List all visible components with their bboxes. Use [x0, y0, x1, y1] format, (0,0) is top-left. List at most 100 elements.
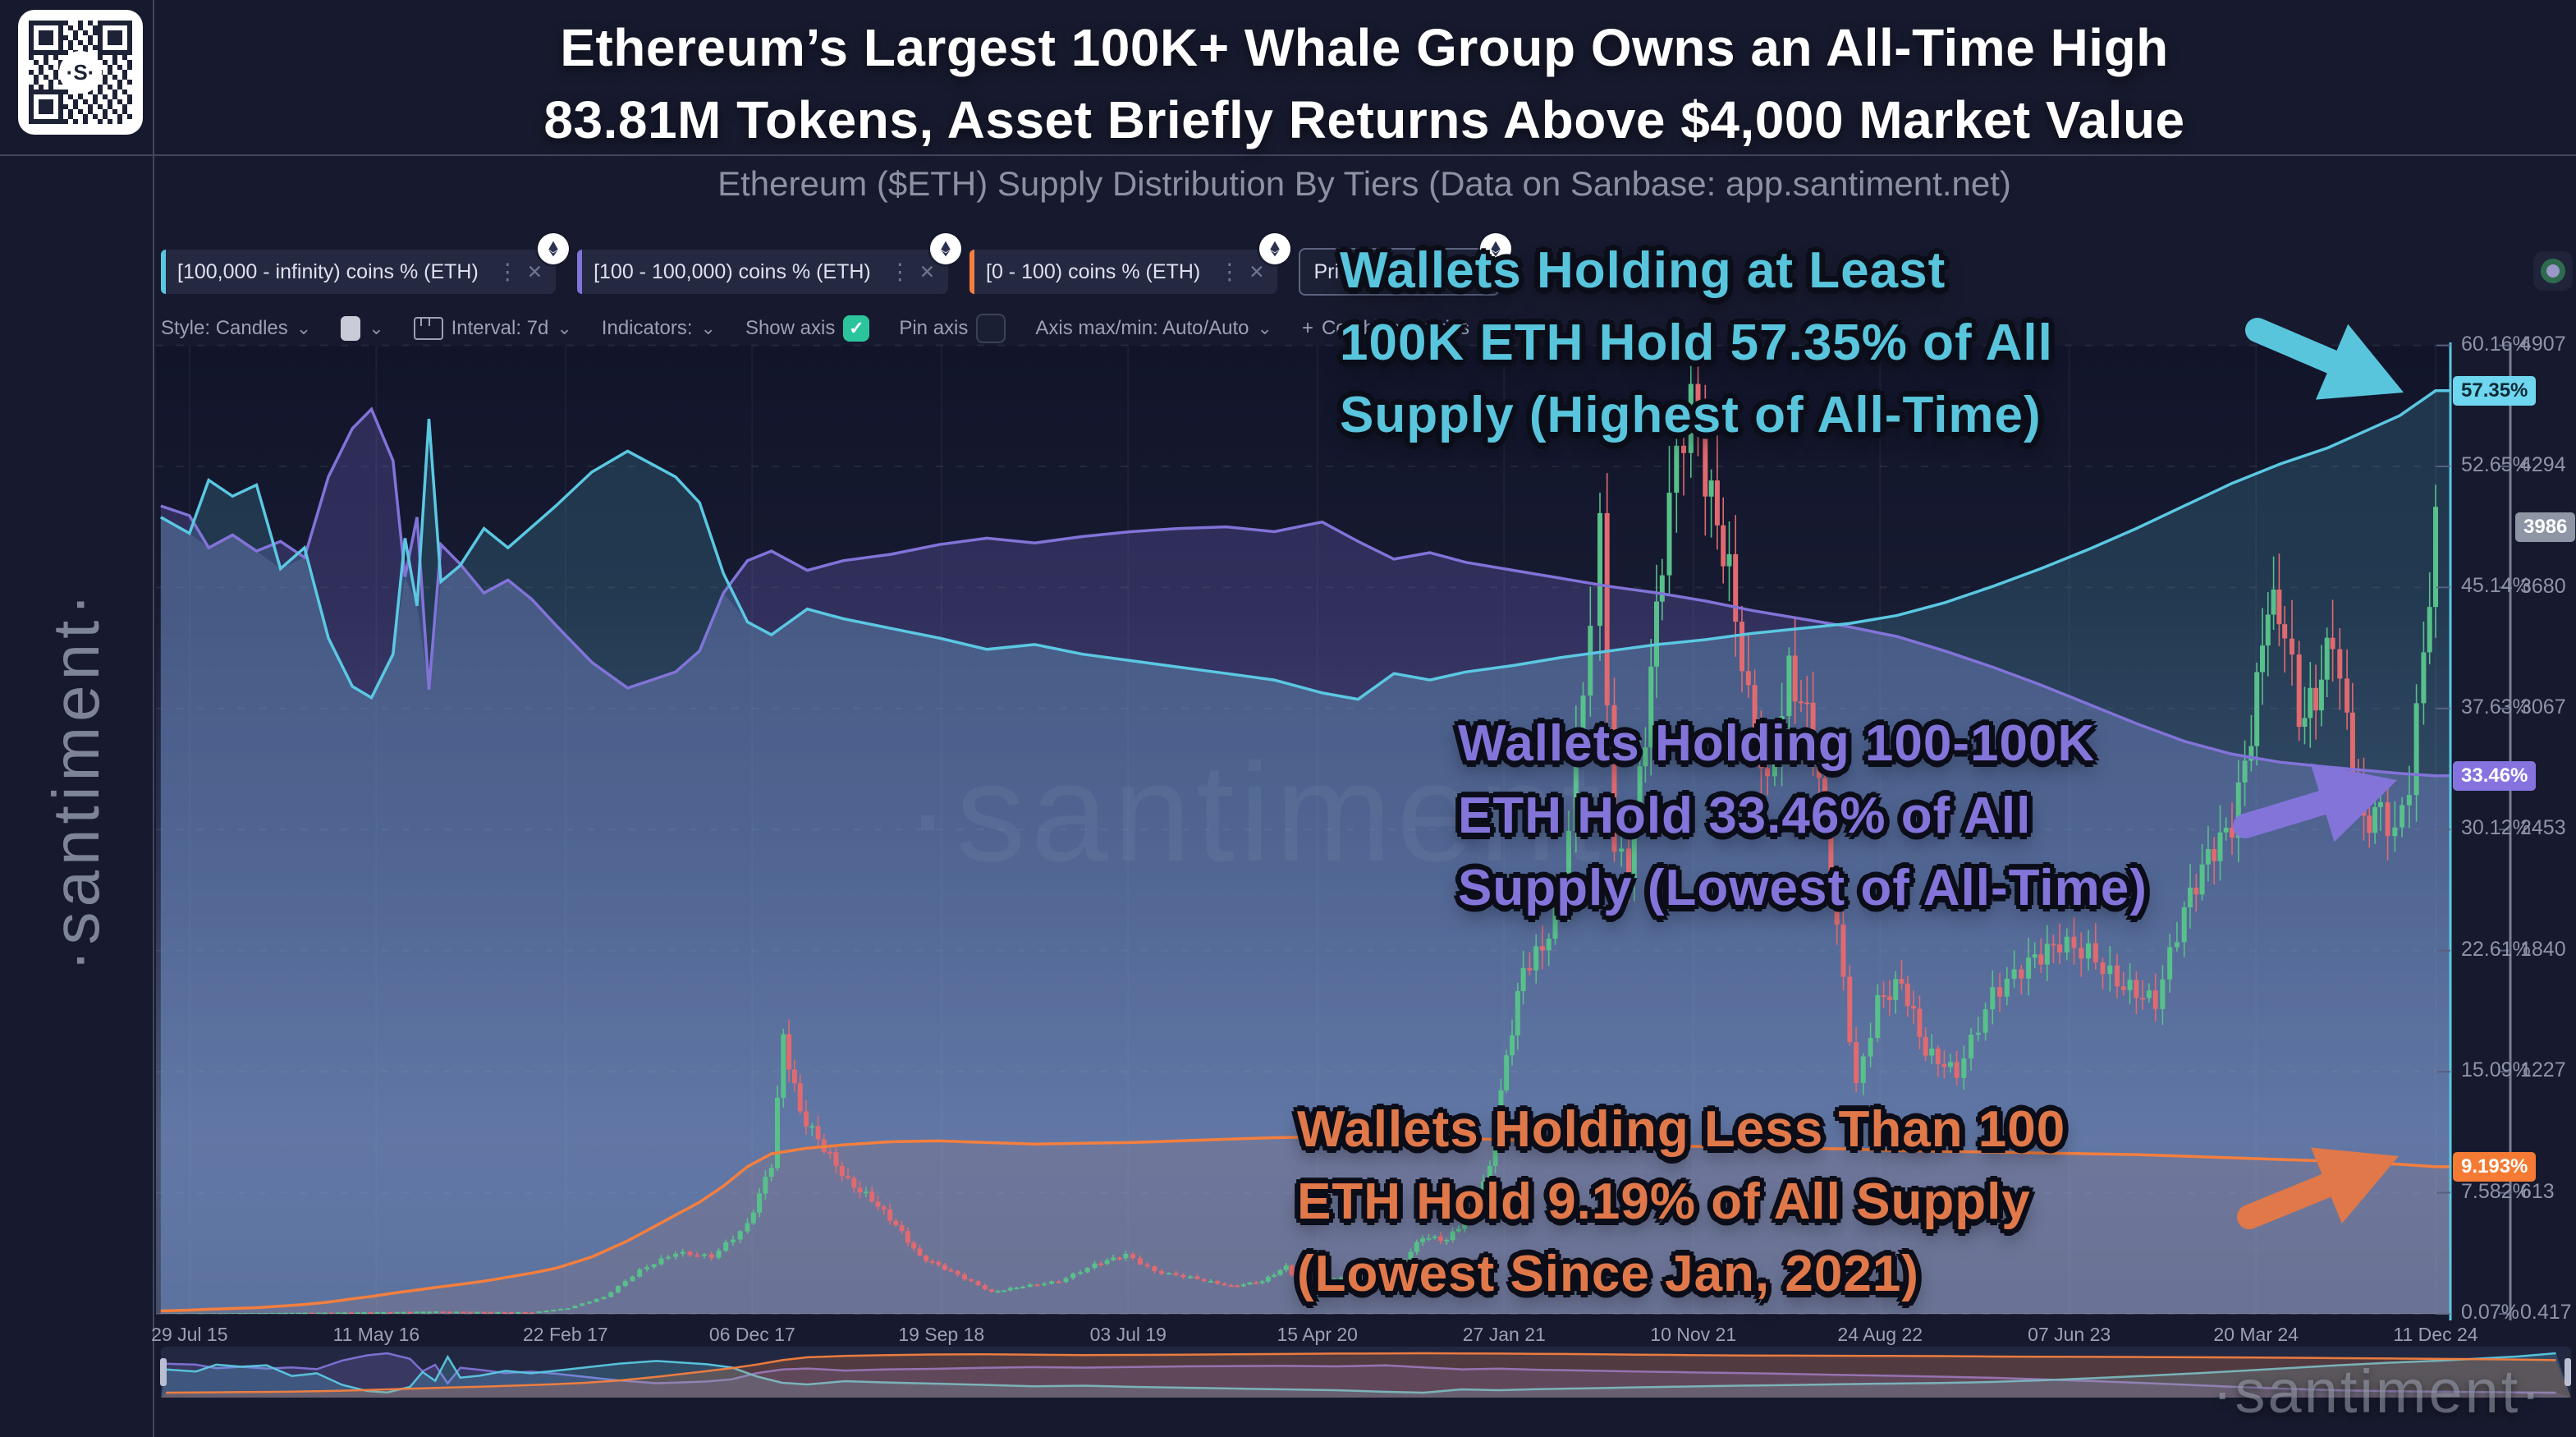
- chart-subtitle: Ethereum ($ETH) Supply Distribution By T…: [717, 164, 2011, 203]
- date-axis-tick: 11 May 16: [332, 1324, 420, 1345]
- pin-axis-toggle[interactable]: Pin axis: [899, 314, 1006, 343]
- series-color-bar: [577, 250, 583, 294]
- legend-chip-label: Price (ETH): [1313, 259, 1422, 283]
- kebab-menu-icon[interactable]: ⋮: [496, 259, 519, 284]
- axis-maxmin-label: Axis max/min: Auto/Auto: [1035, 317, 1249, 339]
- legend-row: [100,000 - infinity) coins % (ETH) ⋮ ✕ [100…: [161, 233, 1512, 296]
- price-axis-tick: 2453: [2520, 816, 2566, 840]
- annotation-line: ETH Hold 9.19% of All Supply: [1297, 1173, 2031, 1230]
- price-axis-tick: 613: [2520, 1179, 2555, 1203]
- close-icon[interactable]: ✕: [919, 260, 936, 282]
- legend-chip-0[interactable]: [100,000 - infinity) coins % (ETH) ⋮ ✕: [161, 233, 570, 294]
- percent-axis-tick: 45.14%: [2461, 574, 2531, 598]
- style-select[interactable]: Style: Candles ⌄: [161, 317, 311, 340]
- percent-axis-tick: 0.07%: [2461, 1301, 2519, 1324]
- page-title-line1: Ethereum’s Largest 100K+ Whale Group Own…: [560, 18, 2169, 77]
- combine-metrics-label: Combine metrics: [1321, 317, 1469, 339]
- interval-label: Interval: 7d: [451, 317, 549, 339]
- combine-metrics-button[interactable]: + Combine metrics: [1302, 317, 1469, 340]
- annotation-0: Wallets Holding at Least 100K ETH Hold 57…: [1340, 235, 2053, 452]
- orange-value-badge: 9.193%: [2453, 1151, 2537, 1182]
- checkbox-empty-icon[interactable]: [976, 314, 1006, 343]
- checkbox-checked-icon[interactable]: ✓: [843, 315, 870, 342]
- eth-asset-icon: [1259, 233, 1291, 264]
- kebab-menu-icon[interactable]: ⋮: [1439, 259, 1462, 284]
- center-watermark: ·santiment·: [904, 735, 1657, 891]
- legend-chip-label: [100,000 - infinity) coins % (ETH): [177, 259, 479, 283]
- annotation-line: Wallets Holding 100-100K: [1458, 715, 2096, 772]
- annotation-line: ETH Hold 33.46% of All: [1458, 787, 2032, 844]
- purple-value-badge: 33.46%: [2453, 760, 2537, 791]
- record-icon: [2541, 259, 2565, 283]
- price-axis-tick: 1840: [2520, 937, 2566, 961]
- indicators-select[interactable]: Indicators: ⌄: [602, 317, 716, 340]
- color-swatch: [341, 316, 361, 341]
- date-axis-tick: 07 Jun 23: [2028, 1324, 2111, 1345]
- price-axis-tick: 3680: [2520, 574, 2566, 598]
- page-title-line2: 83.81M Tokens, Asset Briefly Returns Abo…: [543, 90, 2185, 149]
- color-swatch-select[interactable]: ⌄: [341, 316, 384, 341]
- brush-handle-left: [160, 1358, 167, 1386]
- kebab-menu-icon[interactable]: ⋮: [888, 259, 911, 284]
- plus-icon: +: [1301, 317, 1313, 339]
- price-axis-tick: 1227: [2520, 1058, 2566, 1082]
- ruler-icon: [413, 317, 443, 340]
- kebab-menu-icon[interactable]: ⋮: [1218, 259, 1241, 284]
- annotation-line: Supply (Highest of All-Time): [1340, 387, 2042, 443]
- page-title: Ethereum’s Largest 100K+ Whale Group Own…: [153, 11, 2576, 156]
- date-axis-tick: 03 Jul 19: [1089, 1324, 1167, 1345]
- series-color-bar: [969, 250, 975, 294]
- percent-axis-tick: 37.63%: [2461, 695, 2531, 718]
- qr-code: ·S·: [18, 10, 143, 135]
- percent-axis-tick: 22.61%: [2461, 937, 2531, 961]
- date-axis-tick: 10 Nov 21: [1650, 1324, 1737, 1345]
- legend-chip-1[interactable]: [100 - 100,000) coins % (ETH) ⋮ ✕: [577, 233, 962, 294]
- indicators-label: Indicators:: [601, 317, 693, 339]
- annotation-1: Wallets Holding 100-100K ETH Hold 33.46% …: [1458, 708, 2147, 925]
- header-divider: [0, 154, 2576, 156]
- close-icon[interactable]: ✕: [1249, 260, 1265, 282]
- record-button[interactable]: [2533, 251, 2573, 291]
- chevron-down-icon: ⌄: [296, 318, 312, 338]
- legend-chip-3[interactable]: Price (ETH) ⋮ ✕: [1299, 233, 1512, 296]
- legend-chip-label: [100 - 100,000) coins % (ETH): [594, 259, 871, 283]
- date-axis-tick: 11 Dec 24: [2393, 1324, 2478, 1345]
- show-axis-label: Show axis: [745, 317, 836, 339]
- chevron-down-icon: ⌄: [557, 318, 572, 338]
- percent-axis-tick: 7.582%: [2461, 1179, 2531, 1203]
- interval-select[interactable]: Interval: 7d ⌄: [413, 317, 572, 340]
- annotation-line: (Lowest Since Jan, 2021): [1297, 1246, 1919, 1302]
- date-axis-tick: 27 Jan 21: [1462, 1324, 1546, 1345]
- date-axis-tick: 19 Sep 18: [898, 1324, 985, 1345]
- annotation-line: Wallets Holding at Least: [1340, 242, 1946, 299]
- close-icon[interactable]: ✕: [1469, 260, 1486, 282]
- bottom-right-watermark: ·santiment·: [2212, 1357, 2543, 1426]
- legend-chip-label: [0 - 100) coins % (ETH): [986, 259, 1201, 283]
- percent-axis-tick: 30.12%: [2461, 816, 2531, 840]
- style-label: Style: Candles: [161, 317, 288, 339]
- annotation-line: Supply (Lowest of All-Time): [1458, 860, 2147, 916]
- date-axis-tick: 29 Jul 15: [151, 1324, 228, 1345]
- price-axis-tick: 4907: [2520, 332, 2566, 356]
- eth-asset-icon: [1480, 233, 1512, 264]
- chevron-down-icon: ⌄: [369, 318, 384, 338]
- date-axis-tick: 22 Feb 17: [523, 1324, 608, 1345]
- cyan-value-badge: 57.35%: [2453, 375, 2537, 406]
- annotation-line: Wallets Holding Less Than 100: [1297, 1101, 2066, 1158]
- date-axis-tick: 20 Mar 24: [2213, 1324, 2299, 1345]
- close-icon[interactable]: ✕: [526, 260, 543, 282]
- legend-chip-2[interactable]: [0 - 100) coins % (ETH) ⋮ ✕: [969, 233, 1291, 294]
- percent-axis-tick: 60.16%: [2461, 332, 2531, 356]
- chevron-down-icon: ⌄: [1257, 318, 1272, 338]
- axis-maxmin-select[interactable]: Axis max/min: Auto/Auto ⌄: [1035, 317, 1272, 340]
- price-axis-tick: 3067: [2520, 695, 2566, 718]
- brush-handle-right: [2565, 1358, 2571, 1386]
- percent-axis-tick: 15.09%: [2461, 1058, 2531, 1082]
- annotation-2: Wallets Holding Less Than 100 ETH Hold 9.…: [1297, 1094, 2065, 1311]
- date-axis-tick: 06 Dec 17: [708, 1324, 795, 1345]
- svg-text:·S·: ·S·: [66, 60, 95, 85]
- show-axis-toggle[interactable]: Show axis ✓: [745, 315, 870, 342]
- series-color-bar: [161, 250, 166, 294]
